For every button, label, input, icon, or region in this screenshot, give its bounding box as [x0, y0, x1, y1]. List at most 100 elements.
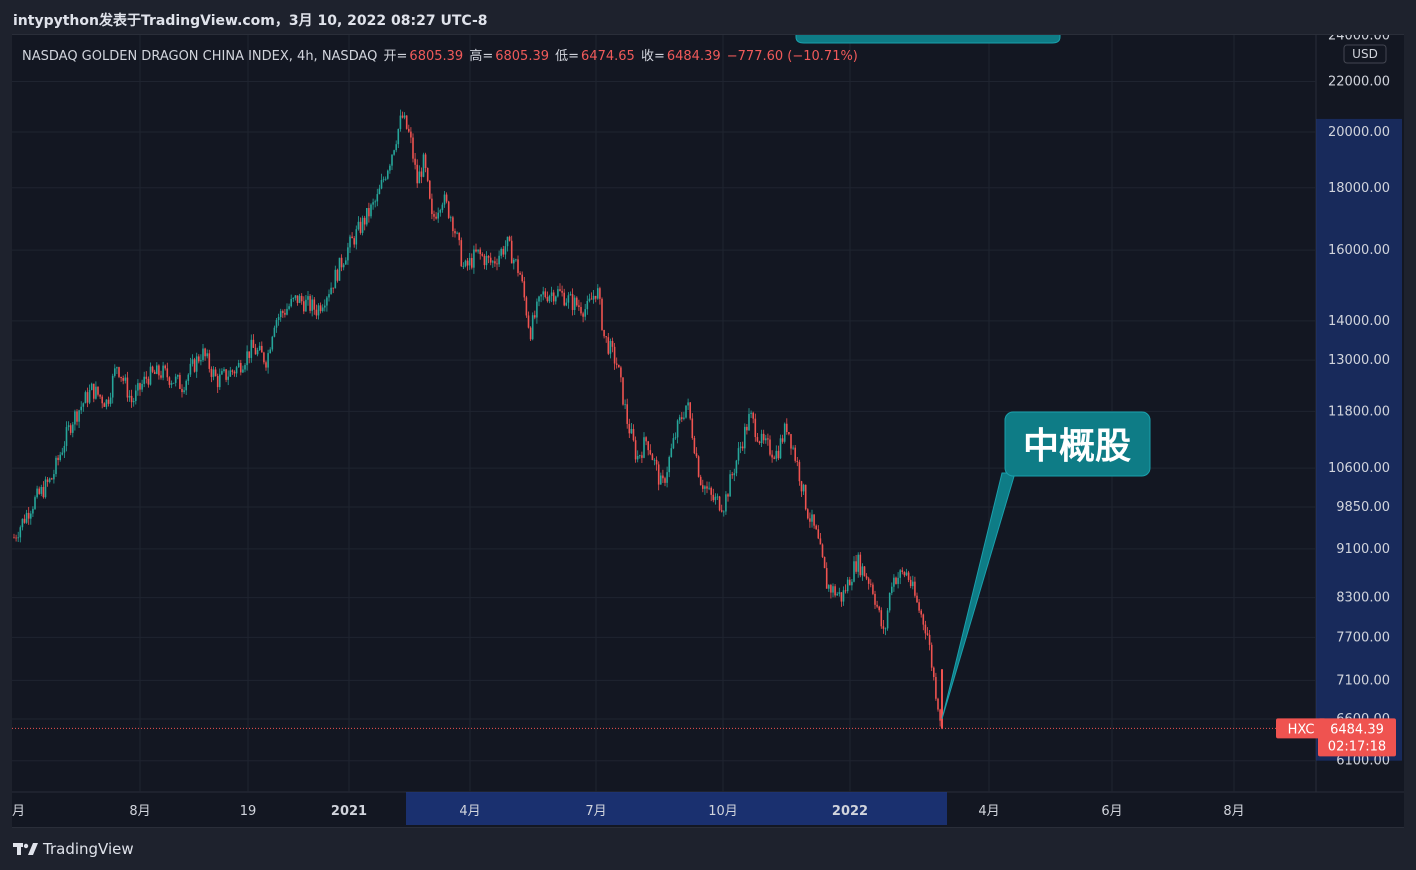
- candle-body: [693, 438, 696, 454]
- candle-body: [905, 572, 908, 576]
- candle-body: [773, 457, 775, 459]
- candle-body: [597, 288, 599, 299]
- candle-body: [170, 383, 173, 385]
- legend-open-value: 6805.39: [409, 49, 464, 64]
- candle-body: [620, 367, 622, 378]
- candle-body: [878, 606, 880, 611]
- candle-body: [891, 586, 893, 593]
- candle-body: [468, 258, 471, 266]
- candle-body: [166, 368, 169, 378]
- candle-body: [689, 402, 691, 419]
- candle-body: [309, 296, 311, 311]
- candle-body: [221, 371, 223, 375]
- candle-body: [46, 479, 49, 482]
- candle-body: [928, 634, 931, 645]
- candle-body: [93, 383, 95, 399]
- candle-body: [699, 476, 702, 486]
- candle-body: [378, 188, 381, 195]
- candle-body: [662, 475, 664, 479]
- candle-body: [834, 586, 836, 596]
- candle-body: [702, 485, 704, 489]
- candle-body: [401, 115, 404, 118]
- candle-body: [384, 178, 387, 180]
- candle-body: [867, 578, 870, 584]
- candle-body: [126, 377, 129, 398]
- candle-body: [27, 512, 30, 519]
- candle-body: [815, 525, 817, 530]
- candle-body: [153, 371, 156, 374]
- symbol-badge: [1276, 718, 1326, 739]
- candle-body: [912, 581, 914, 587]
- candle-body: [405, 115, 408, 129]
- candle-body: [242, 369, 244, 373]
- candle-body: [135, 390, 137, 402]
- candle-body: [303, 301, 305, 312]
- candle-body: [95, 386, 97, 399]
- candle-body: [252, 339, 255, 348]
- price-tick-label: 20000.00: [1328, 125, 1390, 140]
- candle-body: [800, 481, 803, 492]
- candle-body: [328, 294, 330, 298]
- candle-body: [298, 295, 301, 303]
- legend-change-value: −777.60 (−10.71%): [726, 49, 858, 64]
- candle-body: [200, 360, 202, 362]
- candle-body: [603, 329, 605, 337]
- callout-box: [1004, 411, 1151, 477]
- price-tick-label: 16000.00: [1328, 243, 1390, 258]
- candle-body: [208, 353, 211, 369]
- last-candle-body: [941, 669, 943, 729]
- candle-body: [611, 340, 614, 347]
- tradingview-brand[interactable]: TradingView: [13, 838, 134, 860]
- candle-body: [99, 394, 101, 397]
- candle-body: [534, 315, 536, 318]
- candle-body: [487, 255, 490, 258]
- candle-body: [935, 677, 937, 699]
- candle-body: [342, 264, 345, 268]
- candle-body: [61, 452, 64, 455]
- candle-body: [706, 486, 708, 489]
- legend-open-label: 开=: [383, 49, 408, 64]
- candle-body: [720, 510, 723, 512]
- candle-body: [475, 249, 477, 252]
- candle-body: [542, 291, 544, 295]
- candlestick-chart[interactable]: 24000.00 22000.00 20000.00 18000.00 16000.00…: [12, 35, 1404, 827]
- candle-body: [494, 261, 496, 264]
- candle-body: [326, 297, 328, 306]
- candle-body: [370, 204, 372, 217]
- legend-low-label: 低=: [555, 49, 580, 64]
- time-tick-label: 4月: [978, 804, 999, 819]
- candle-body: [330, 287, 332, 295]
- candle-body: [282, 311, 284, 313]
- candle-body: [107, 399, 110, 404]
- candle-body: [630, 429, 633, 434]
- candle-body: [737, 448, 740, 461]
- time-tick-label: 6月: [1101, 804, 1122, 819]
- candle-body: [639, 455, 641, 457]
- candle-body: [40, 486, 43, 494]
- candle-body: [586, 300, 589, 310]
- candle-body: [861, 566, 864, 576]
- candle-body: [429, 180, 431, 199]
- candle-body: [128, 395, 131, 398]
- candle-body: [156, 365, 158, 374]
- chart-area[interactable]: 24000.00 22000.00 20000.00 18000.00 16000.00…: [12, 34, 1404, 828]
- candle-body: [540, 294, 542, 297]
- candle-body: [651, 454, 654, 461]
- legend-low-value: 6474.65: [581, 49, 635, 64]
- candle-body: [82, 403, 85, 407]
- candle-body: [754, 418, 757, 438]
- symbol-badge-label: HXC: [1288, 722, 1315, 737]
- candle-body: [529, 327, 532, 340]
- candle-body: [592, 295, 595, 300]
- candle-body: [363, 217, 366, 225]
- candle-body: [546, 297, 549, 302]
- candle-body: [783, 423, 786, 442]
- candle-body: [655, 459, 658, 465]
- time-tick-label: 8月: [129, 804, 150, 819]
- candle-body: [355, 229, 358, 245]
- price-tick-label: 24000.00: [1328, 35, 1390, 43]
- candle-body: [884, 628, 887, 630]
- candle-body: [636, 455, 639, 460]
- price-tick-label: 7700.00: [1336, 630, 1390, 645]
- price-tick-label: 22000.00: [1328, 75, 1390, 90]
